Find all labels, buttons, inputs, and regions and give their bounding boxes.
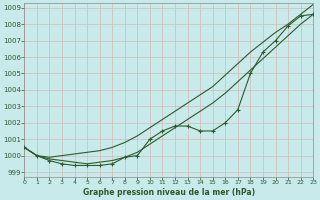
X-axis label: Graphe pression niveau de la mer (hPa): Graphe pression niveau de la mer (hPa): [83, 188, 255, 197]
